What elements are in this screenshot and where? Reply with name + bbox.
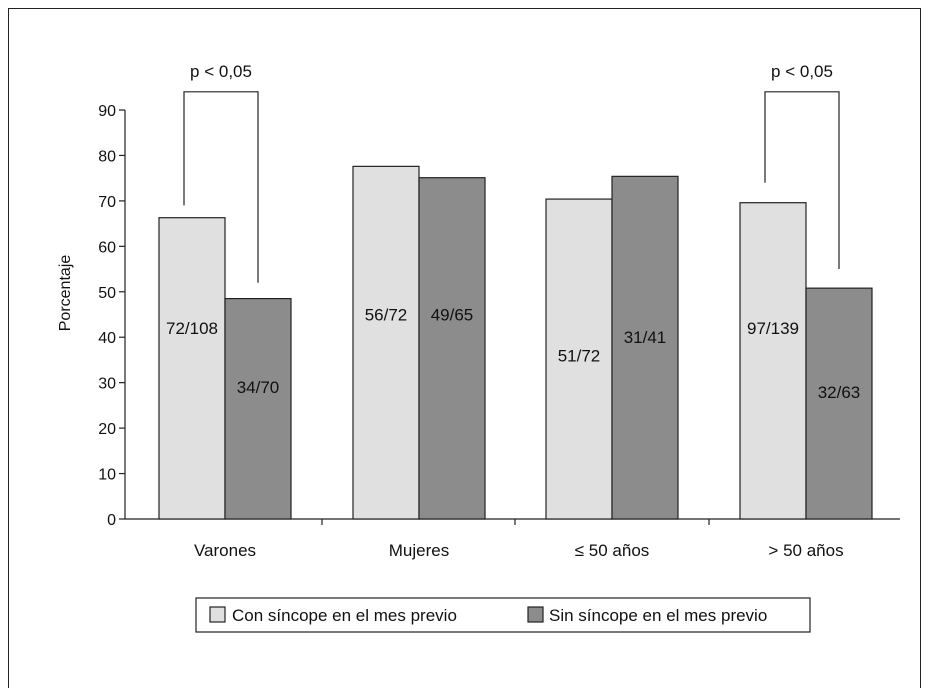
bar-data-label: 72/108 (166, 319, 218, 338)
bar-sin-sincope (418, 177, 486, 520)
legend-box (195, 597, 811, 633)
significance-label: p < 0,05 (771, 62, 833, 81)
significance-label: p < 0,05 (190, 62, 252, 81)
y-tick-label: 20 (98, 421, 116, 438)
significance-bracket (764, 91, 840, 270)
legend: Con síncope en el mes previo Sin síncope … (195, 597, 811, 633)
bar-data-label: 32/63 (818, 383, 861, 402)
y-axis-title: Porcentaje (57, 255, 74, 332)
bar-data-label: 34/70 (237, 378, 280, 397)
bars: 72/108 56/72 51/72 97/139 34/70 49/65 31/41 32/… (158, 165, 873, 520)
category-label: Varones (194, 541, 256, 560)
bar-con-sincope (739, 202, 807, 520)
bar-data-label: 56/72 (365, 306, 408, 325)
bar-sin-sincope (224, 297, 292, 520)
bar-data-label: 51/72 (558, 346, 601, 365)
bar-sin-sincope (611, 175, 679, 520)
bar-con-sincope (158, 217, 226, 520)
y-tick-label: 70 (98, 194, 116, 211)
legend-label: Sin síncope en el mes previo (549, 606, 767, 625)
legend-label: Con síncope en el mes previo (232, 606, 457, 625)
significance-bracket (183, 91, 259, 283)
y-tick-label: 90 (98, 103, 116, 120)
y-tick-label: 60 (98, 239, 116, 256)
category-label: ≤ 50 años (575, 541, 650, 560)
y-tick-label: 10 (98, 467, 116, 484)
bar-chart: 0 10 20 30 40 50 60 70 80 90 Varones Mujeres ≤ 50 añ… (57, 62, 900, 633)
bar-data-label: 97/139 (747, 319, 799, 338)
y-tick-label: 0 (107, 512, 116, 529)
legend-swatch (209, 606, 226, 623)
y-tick-label: 40 (98, 330, 116, 347)
y-tick-label: 80 (98, 148, 116, 165)
significance-annotations: p < 0,05 p < 0,05 (183, 62, 840, 283)
y-tick-label: 50 (98, 285, 116, 302)
legend-swatch (527, 606, 544, 623)
category-label: > 50 años (768, 541, 843, 560)
bar-con-sincope (352, 165, 420, 520)
bar-con-sincope (545, 198, 613, 520)
category-label: Mujeres (389, 541, 449, 560)
bar-data-label: 31/41 (624, 328, 667, 347)
y-tick-label: 30 (98, 376, 116, 393)
bar-sin-sincope (805, 287, 873, 520)
figure-frame (8, 8, 921, 688)
bar-data-label: 49/65 (431, 306, 474, 325)
